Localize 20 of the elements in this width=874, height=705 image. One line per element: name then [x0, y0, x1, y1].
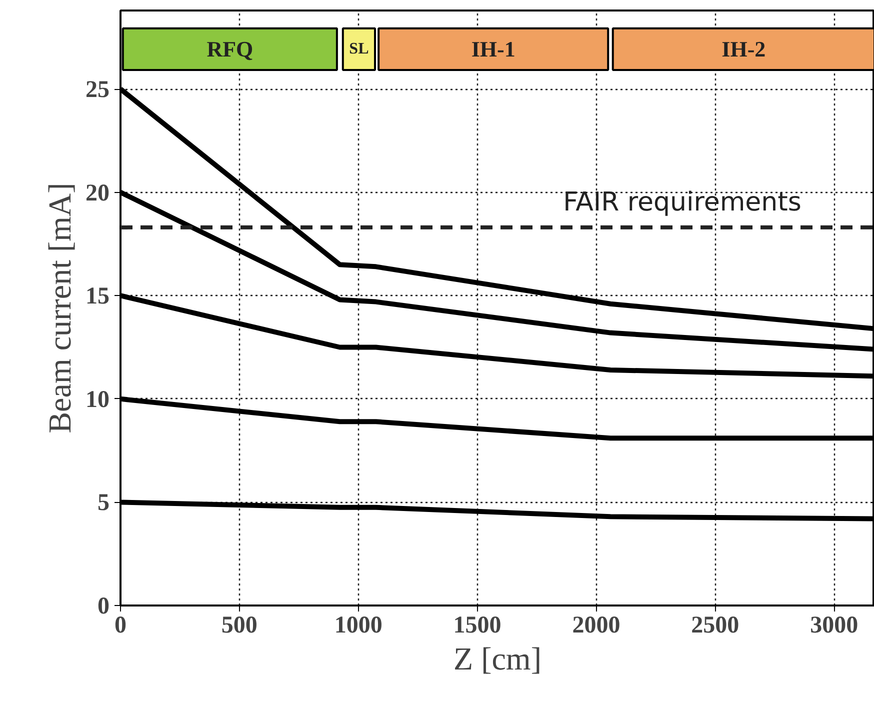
x-tick-label: 500 [221, 612, 258, 638]
ref-line-label: FAIR requirements [563, 187, 802, 218]
y-tick-label: 10 [86, 386, 110, 413]
x-tick-label: 3000 [810, 612, 858, 638]
band-label: IH-2 [722, 36, 766, 62]
band-label: IH-1 [471, 36, 516, 62]
x-tick-label: 2000 [572, 612, 620, 638]
y-tick-label: 15 [86, 284, 110, 310]
x-tick-label: 1000 [334, 612, 382, 638]
x-tick-label: 0 [114, 612, 126, 638]
x-axis-title: Z [cm] [454, 640, 542, 676]
y-tick-label: 25 [86, 77, 110, 104]
band-label: SL [349, 40, 369, 58]
x-tick-label: 1500 [453, 612, 502, 638]
y-tick-label: 0 [98, 594, 110, 620]
x-tick-label: 2500 [691, 612, 740, 638]
band-label: RFQ [206, 36, 254, 62]
y-tick-label: 5 [98, 490, 110, 516]
y-tick-label: 20 [86, 180, 110, 206]
y-axis-title: Beam current [mA] [42, 182, 78, 434]
